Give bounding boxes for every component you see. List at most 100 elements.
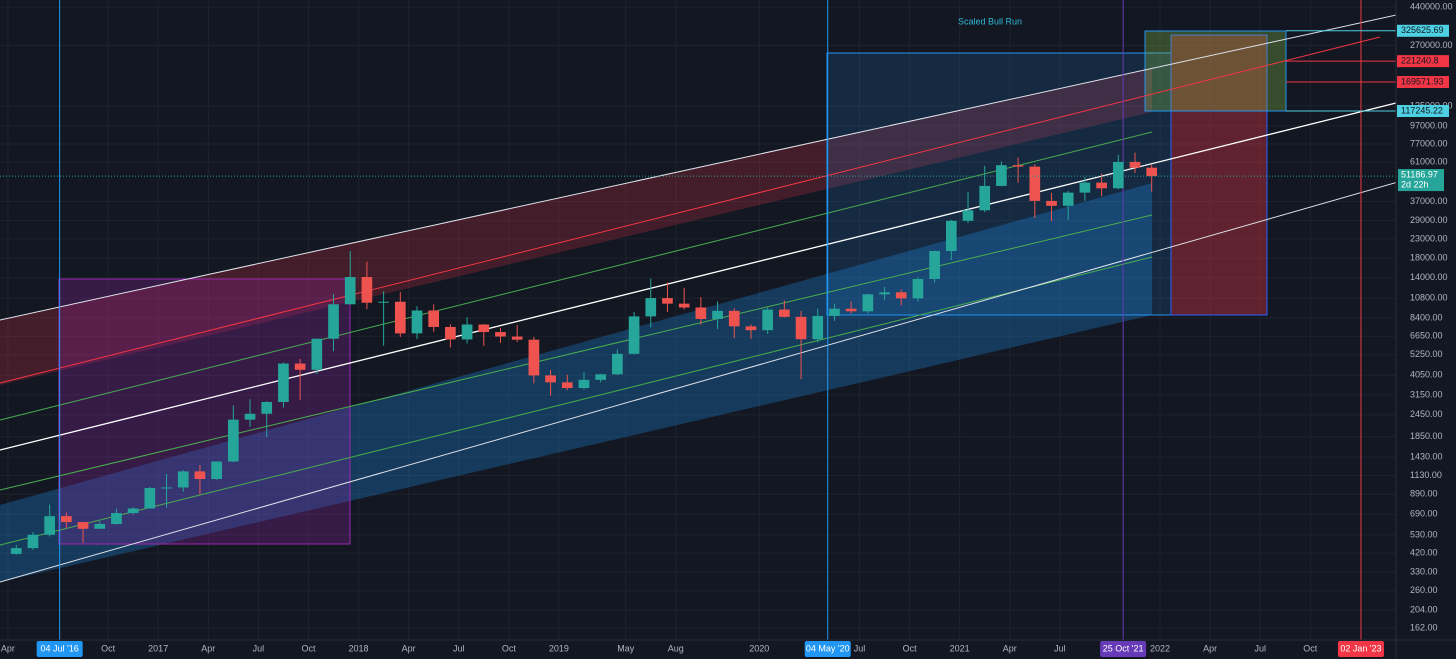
annotation: Scaled Bull Run — [958, 16, 1022, 26]
price-level-label: 221240.8 — [1401, 56, 1439, 66]
y-tick-label: 6650.00 — [1410, 331, 1443, 341]
target-box — [1144, 30, 1287, 112]
candle-body — [962, 210, 974, 221]
drawings — [0, 6, 1434, 583]
x-tick-label: 2021 — [950, 643, 970, 653]
candle-body — [912, 278, 924, 299]
candle-body — [294, 363, 306, 370]
candle-body — [61, 516, 72, 523]
y-tick-label: 2450.00 — [1410, 409, 1443, 419]
candle-body — [662, 298, 673, 304]
price-level-label: 169571.93 — [1401, 76, 1444, 86]
candle-body — [578, 379, 590, 389]
x-tick-label: Jul — [1254, 643, 1266, 653]
x-tick-label: Apr — [1, 643, 15, 653]
x-tick-label: Oct — [301, 643, 316, 653]
fan-line — [0, 36, 1381, 384]
price-axis — [1396, 0, 1456, 659]
candle-body — [1096, 182, 1107, 189]
x-tick-label: Jul — [1054, 643, 1066, 653]
candle-body — [1146, 167, 1158, 177]
candle-body — [762, 309, 773, 331]
x-tick-label: Oct — [101, 643, 116, 653]
candle-body — [10, 548, 22, 554]
candle-body — [244, 413, 256, 420]
candle-body — [378, 301, 389, 303]
candle-body — [1112, 161, 1124, 189]
y-tick-label: 330.00 — [1410, 566, 1438, 576]
candle-body — [127, 508, 139, 514]
y-tick-label: 1130.00 — [1410, 470, 1442, 480]
candle-body — [879, 292, 890, 295]
candle-body — [77, 522, 89, 529]
fan-line — [0, 214, 1153, 491]
candle-body — [344, 277, 356, 305]
marker-label: 04 Jul '16 — [41, 643, 79, 653]
x-tick-label: Apr — [201, 643, 215, 653]
candles — [0, 0, 1396, 640]
purple-box — [58, 278, 351, 545]
y-tick-label: 260.00 — [1410, 585, 1438, 595]
candle-body — [511, 336, 523, 340]
y-tick-label: 1430.00 — [1410, 451, 1443, 461]
y-tick-label: 690.00 — [1410, 509, 1438, 519]
price-level-badge — [1397, 76, 1449, 89]
price-level-label: 117245.22 — [1401, 105, 1443, 115]
x-tick-label: Oct — [903, 643, 918, 653]
x-tick-label: Oct — [502, 643, 517, 653]
candle-body — [445, 326, 456, 340]
x-tick-label: 2019 — [549, 643, 569, 653]
marker-label: 02 Jan '23 — [1340, 643, 1381, 653]
candle-body — [211, 461, 222, 480]
y-tick-label: 14000.00 — [1410, 272, 1448, 282]
candle-body — [161, 487, 172, 489]
y-tick-label: 23000.00 — [1410, 233, 1448, 243]
x-tick-label: 2022 — [1150, 643, 1170, 653]
candle-body — [862, 294, 874, 312]
candle-body — [945, 220, 957, 252]
candle-body — [328, 304, 339, 339]
candle-body — [678, 303, 690, 308]
x-tick-label: Jul — [453, 643, 465, 653]
x-tick-label: 2017 — [148, 643, 168, 653]
candle-body — [261, 402, 273, 414]
candle-body — [394, 301, 406, 334]
red-band — [0, 68, 1152, 385]
candle-body — [1062, 192, 1074, 206]
y-tick-label: 420.00 — [1410, 548, 1438, 558]
candle-body — [996, 165, 1007, 186]
y-tick-label: 10800.00 — [1410, 293, 1448, 303]
x-tick-label: 2018 — [349, 643, 369, 653]
x-tick-label: May — [617, 643, 635, 653]
candle-body — [695, 307, 707, 320]
x-tick-label: Jul — [253, 643, 265, 653]
y-tick-label: 37000.00 — [1410, 196, 1448, 206]
y-tick-label: 4050.00 — [1410, 370, 1443, 380]
y-tick-label: 1850.00 — [1410, 431, 1443, 441]
candle-body — [361, 277, 373, 303]
channel-line — [0, 102, 1397, 451]
y-tick-label: 890.00 — [1410, 489, 1438, 499]
candle-body — [595, 374, 607, 380]
x-tick-label: Jul — [854, 643, 866, 653]
candle-body — [1129, 161, 1141, 168]
y-tick-label: 530.00 — [1410, 529, 1438, 539]
candle-body — [979, 185, 991, 211]
x-tick-label: Oct — [1303, 643, 1318, 653]
candle-body — [461, 324, 473, 340]
candle-body — [411, 310, 423, 334]
candle-body — [478, 324, 490, 333]
price-level-badge — [1397, 24, 1449, 37]
candle-body — [1029, 166, 1041, 201]
y-tick-label: 204.00 — [1410, 604, 1438, 614]
y-tick-label: 8400.00 — [1410, 312, 1443, 322]
candle-body — [712, 310, 723, 320]
countdown-label: 2d 22h — [1401, 179, 1429, 189]
candle-body — [194, 471, 206, 480]
x-tick-label: Aug — [668, 643, 684, 653]
candle-body — [27, 534, 39, 549]
candle-body — [144, 488, 156, 509]
y-tick-label: 162.00 — [1410, 622, 1438, 632]
